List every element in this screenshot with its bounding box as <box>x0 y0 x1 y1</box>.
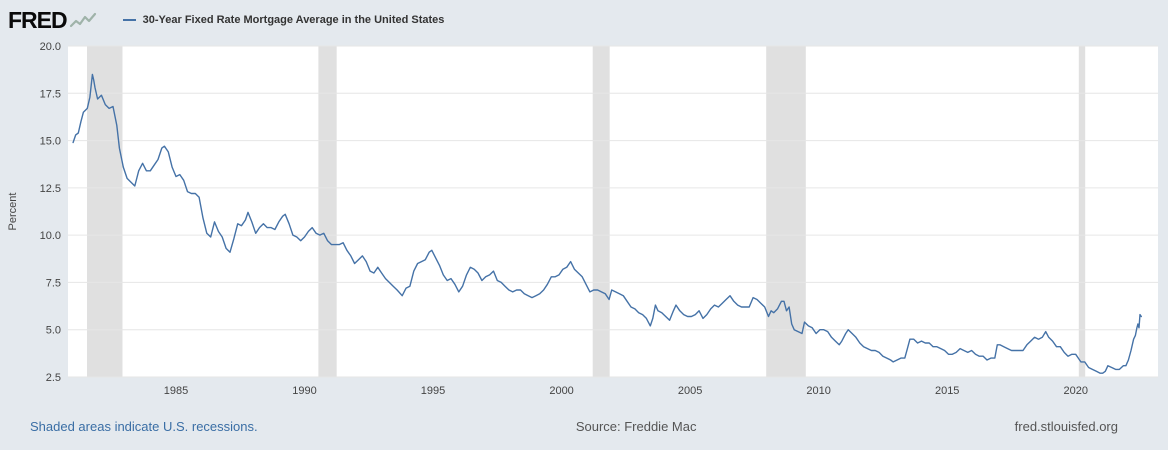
recessions-note-link[interactable]: Shaded areas indicate U.S. recessions. <box>30 419 258 434</box>
y-tick-label: 15.0 <box>40 136 61 148</box>
chart-header: FRED 30-Year Fixed Rate Mortgage Average… <box>0 0 1168 40</box>
x-tick-label: 1990 <box>292 385 316 397</box>
legend-series-label: 30-Year Fixed Rate Mortgage Average in t… <box>142 14 445 26</box>
x-tick-label: 1995 <box>421 385 445 397</box>
y-axis-title: Percent <box>7 193 19 231</box>
plot-area <box>68 46 1158 377</box>
y-tick-label: 17.5 <box>40 88 61 100</box>
fred-url-link[interactable]: fred.stlouisfed.org <box>1014 419 1118 434</box>
y-tick-label: 20.0 <box>40 41 61 53</box>
series-line <box>72 73 1142 374</box>
x-tick-label: 2010 <box>806 385 830 397</box>
y-tick-label: 10.0 <box>40 230 61 242</box>
y-tick-label: 7.5 <box>46 277 61 289</box>
x-tick-label: 2005 <box>678 385 702 397</box>
y-tick-label: 5.0 <box>46 325 61 337</box>
fred-logo-text: FRED <box>8 6 68 33</box>
source-label: Source: Freddie Mac <box>575 419 697 434</box>
x-tick-label: 2015 <box>935 385 959 397</box>
x-tick-label: 1985 <box>164 385 188 397</box>
y-tick-label: 2.5 <box>46 372 61 384</box>
recession-band <box>766 46 806 377</box>
fred-logo[interactable]: FRED <box>8 7 97 34</box>
recession-band <box>1078 46 1086 377</box>
fred-logo-chart-icon <box>69 12 96 28</box>
y-tick-label: 12.5 <box>40 183 61 195</box>
recession-band <box>87 46 123 377</box>
x-tick-label: 2000 <box>549 385 573 397</box>
legend-line-swatch <box>122 19 136 21</box>
x-tick-label: 2020 <box>1063 385 1087 397</box>
recession-band <box>318 46 337 377</box>
chart-legend: 30-Year Fixed Rate Mortgage Average in t… <box>122 14 445 26</box>
chart-footer: Shaded areas indicate U.S. recessions. S… <box>0 419 1168 434</box>
recession-band <box>592 46 610 377</box>
